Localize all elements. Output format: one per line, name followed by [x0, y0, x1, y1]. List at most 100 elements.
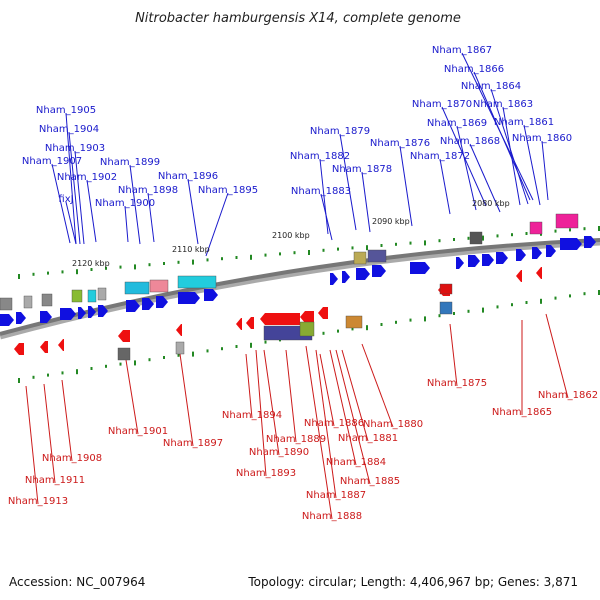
- reverse-gene-arrow: [260, 313, 300, 325]
- forward-gene-arrow: [410, 262, 430, 274]
- forward-gene-leader-line: [361, 171, 371, 233]
- reverse-gene-leader-line: [179, 353, 194, 447]
- tick-label-2110-kbp: 2110 kbp: [172, 245, 210, 254]
- feature-block: [87, 289, 97, 303]
- scale-dot-upper: [105, 266, 107, 270]
- tick-label-2080-kbp: 2080 kbp: [472, 199, 510, 208]
- scale-dot-upper: [250, 254, 252, 260]
- scale-dot-lower: [250, 342, 252, 348]
- scale-dot-upper: [351, 246, 354, 250]
- reverse-gene-label-nham-1908: Nham_1908: [42, 453, 102, 464]
- scale-dot-upper: [47, 271, 49, 275]
- scale-dot-upper: [569, 228, 571, 232]
- forward-gene-leader-line: [86, 179, 97, 243]
- tick-label-2100-kbp: 2100 kbp: [272, 231, 310, 240]
- scale-dot-lower: [148, 358, 151, 362]
- reverse-gene-leader-line: [361, 343, 394, 428]
- forward-gene-arrow: [560, 238, 582, 250]
- scale-dot-lower: [525, 301, 528, 304]
- forward-gene-arrow: [126, 300, 140, 312]
- scale-dot-lower: [134, 360, 136, 366]
- forward-gene-arrow: [156, 296, 168, 308]
- scale-dot-lower: [511, 303, 513, 307]
- forward-gene-leader-line: [51, 163, 71, 244]
- forward-gene-arrow: [532, 247, 542, 259]
- forward-gene-label-nham-1883: Nham_1883: [291, 186, 351, 197]
- forward-gene-label-nham-1867: Nham_1867: [432, 45, 492, 56]
- scale-dot-upper: [221, 257, 223, 261]
- reverse-gene-leader-line: [315, 349, 337, 499]
- forward-gene-arrow: [356, 268, 370, 280]
- scale-dot-upper: [598, 226, 600, 231]
- scale-dot-lower: [206, 349, 209, 353]
- reverse-gene-label-nham-1887: Nham_1887: [306, 490, 366, 501]
- scale-dot-upper: [279, 252, 281, 256]
- forward-gene-leader-line: [399, 145, 413, 227]
- reverse-gene-arrow: [176, 324, 182, 336]
- reverse-gene-leader-line: [319, 353, 335, 427]
- feature-block: [299, 321, 315, 337]
- scale-dot-lower: [264, 340, 267, 344]
- scale-dot-upper: [438, 239, 441, 243]
- scale-dot-lower: [453, 312, 455, 315]
- reverse-gene-leader-line: [329, 349, 357, 466]
- scale-dot-upper: [525, 232, 528, 235]
- tick-label-2090-kbp: 2090 kbp: [372, 217, 410, 226]
- reverse-gene-arrow: [300, 311, 314, 323]
- feature-block: [23, 295, 33, 309]
- scale-dot-lower: [163, 356, 165, 359]
- reverse-gene-label-nham-1893: Nham_1893: [236, 468, 296, 479]
- forward-gene-label-nham-1904: Nham_1904: [39, 124, 99, 135]
- scale-dot-lower: [322, 331, 325, 335]
- forward-gene-label-nham-1870: Nham_1870: [412, 99, 472, 110]
- scale-dot-upper: [192, 259, 194, 265]
- feature-block: [353, 251, 367, 265]
- forward-gene-label-nham-1900: Nham_1900: [95, 198, 155, 209]
- scale-dot-lower: [380, 323, 383, 326]
- map-title: Nitrobacter hamburgensis X14, complete g…: [135, 11, 461, 26]
- feature-block: [469, 231, 483, 245]
- feature-block: [555, 213, 579, 229]
- feature-block: [41, 293, 53, 307]
- scale-dot-lower: [438, 314, 441, 318]
- scale-dot-lower: [424, 316, 426, 322]
- forward-gene-arrow: [330, 273, 338, 285]
- scale-dot-upper: [395, 242, 397, 246]
- scale-dot-lower: [540, 298, 542, 304]
- tick-label-2120-kbp: 2120 kbp: [72, 259, 110, 268]
- reverse-gene-leader-line: [125, 359, 139, 435]
- forward-gene-arrow: [468, 255, 480, 267]
- scale-dot-upper: [337, 247, 339, 251]
- scale-dot-upper: [134, 264, 136, 270]
- forward-gene-arrow: [372, 265, 386, 277]
- scale-dot-lower: [47, 373, 49, 377]
- scale-dot-upper: [583, 227, 586, 231]
- forward-gene-leader-line: [320, 193, 333, 241]
- forward-gene-label-nham-1907: Nham_1907: [22, 156, 82, 167]
- forward-gene-arrow: [60, 308, 76, 320]
- reverse-gene-arrow: [58, 339, 64, 351]
- reverse-gene-leader-line: [25, 385, 39, 505]
- reverse-gene-label-nham-1865: Nham_1865: [492, 407, 552, 418]
- feature-block: [149, 279, 169, 293]
- forward-gene-label-nham-1879: Nham_1879: [310, 126, 370, 137]
- forward-gene-leader-line: [187, 178, 199, 245]
- scale-dot-lower: [105, 364, 107, 368]
- forward-gene-label-nham-1905: Nham_1905: [36, 105, 96, 116]
- scale-dot-upper: [511, 233, 513, 237]
- feature-block: [177, 275, 217, 289]
- scale-dot-lower: [119, 362, 122, 366]
- forward-gene-leader-line: [469, 143, 501, 213]
- scale-dot-upper: [163, 262, 165, 265]
- scale-dot-lower: [337, 329, 339, 333]
- reverse-gene-arrow: [246, 317, 254, 329]
- reverse-gene-arrow: [318, 307, 328, 319]
- scale-dot-lower: [32, 375, 35, 379]
- reverse-gene-leader-line: [61, 379, 73, 462]
- scale-dot-upper: [496, 234, 499, 238]
- forward-gene-leader-line: [439, 158, 451, 215]
- forward-gene-arrow: [204, 289, 218, 301]
- forward-gene-arrow: [98, 305, 108, 317]
- scale-dot-upper: [467, 236, 470, 240]
- forward-gene-arrow: [546, 245, 556, 257]
